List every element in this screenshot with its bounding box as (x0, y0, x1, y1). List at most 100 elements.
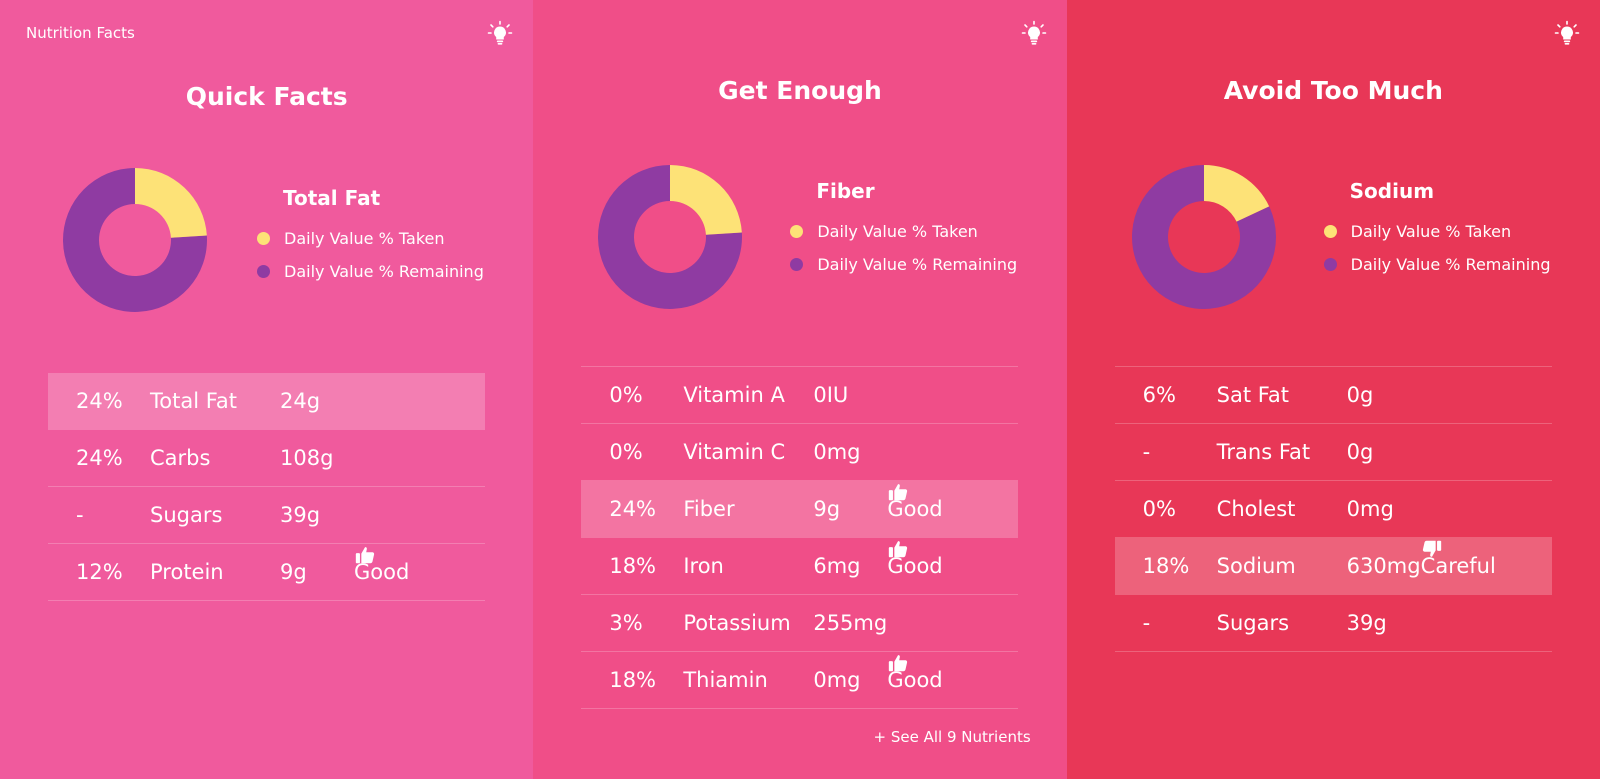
lightbulb-icon[interactable] (487, 20, 513, 46)
table-row[interactable]: 0% Cholest 0mg (1114, 481, 1552, 538)
row-rating-label: Good (887, 668, 943, 692)
row-rating-badge: Good (354, 544, 409, 584)
table-row[interactable]: 18% Sodium 630mg Careful (1114, 538, 1552, 595)
row-daily-value: 24% (76, 446, 123, 470)
nutrient-table: 6% Sat Fat 0g - Trans Fat 0g 0% Cholest 0mg 18% So… (1114, 366, 1552, 652)
panel-get-enough: Get Enough Fiber Daily Value % Taken Dai… (533, 0, 1067, 779)
donut-chart (598, 165, 743, 309)
table-row[interactable]: 3% Potassium 255mg (581, 595, 1019, 652)
row-nutrient-name: Cholest (1216, 497, 1296, 521)
lightbulb-icon[interactable] (1021, 20, 1047, 46)
table-row[interactable]: 0% Vitamin A 0IU (581, 367, 1019, 424)
row-amount: 0mg (813, 668, 861, 692)
table-row[interactable]: 24% Carbs 108g (48, 430, 485, 487)
row-amount: 9g (280, 560, 307, 584)
donut-chart (62, 168, 208, 312)
panel-title: Avoid Too Much (1223, 76, 1443, 105)
legend-taken: Daily Value % Taken (790, 222, 978, 241)
legend-remaining-label: Daily Value % Remaining (1350, 255, 1551, 274)
donut-taken-segment (1203, 165, 1269, 222)
thumbs-up-icon (889, 655, 908, 672)
legend-title: Fiber (816, 179, 875, 203)
table-row[interactable]: - Trans Fat 0g (1114, 424, 1552, 481)
see-all-nutrients-link[interactable]: + See All 9 Nutrients (873, 728, 1031, 746)
row-nutrient-name: Iron (683, 554, 724, 578)
row-nutrient-name: Sodium (1216, 554, 1296, 578)
table-row[interactable]: 24% Total Fat 24g (48, 373, 485, 430)
table-row[interactable]: 18% Thiamin 0mg Good (581, 652, 1019, 709)
row-daily-value: 3% (609, 611, 643, 635)
legend-taken-label: Daily Value % Taken (1350, 222, 1512, 241)
row-daily-value: 18% (609, 668, 657, 692)
row-rating-label: Good (887, 497, 943, 521)
row-daily-value: 0% (609, 383, 643, 407)
donut-remaining-segment (1131, 165, 1276, 309)
row-amount: 0mg (813, 440, 861, 464)
legend-taken-dot (790, 225, 804, 238)
row-amount: 255mg (813, 611, 888, 635)
row-nutrient-name: Trans Fat (1216, 440, 1311, 464)
row-amount: 108g (280, 446, 334, 470)
legend-taken-dot (257, 232, 270, 245)
row-nutrient-name: Sat Fat (1216, 383, 1290, 407)
legend-title: Sodium (1349, 179, 1435, 203)
legend-remaining-label: Daily Value % Remaining (817, 255, 1018, 274)
row-amount: 0IU (813, 383, 849, 407)
legend-taken-label: Daily Value % Taken (284, 229, 445, 248)
lightbulb-icon[interactable] (1554, 20, 1580, 46)
row-nutrient-name: Thiamin (683, 668, 768, 692)
table-row[interactable]: 0% Vitamin C 0mg (581, 424, 1019, 481)
row-amount: 0g (1346, 383, 1374, 407)
table-row[interactable]: 18% Iron 6mg Good (581, 538, 1019, 595)
row-daily-value: 18% (1142, 554, 1190, 578)
row-nutrient-name: Fiber (683, 497, 735, 521)
table-row[interactable]: 12% Protein 9g Good (48, 544, 485, 601)
donut-remaining-segment (62, 168, 208, 312)
row-nutrient-name: Vitamin A (683, 383, 785, 407)
row-amount: 0g (1346, 440, 1374, 464)
row-rating-label: Good (887, 554, 943, 578)
donut-taken-segment (135, 168, 207, 238)
row-daily-value: - (76, 503, 84, 527)
legend-remaining: Daily Value % Remaining (790, 255, 1017, 274)
panel-title: Get Enough (718, 76, 882, 105)
row-daily-value: 18% (609, 554, 657, 578)
row-rating-label: Good (354, 560, 410, 584)
row-daily-value: - (1142, 440, 1151, 464)
donut-taken-segment (670, 165, 743, 235)
table-row[interactable]: - Sugars 39g (1114, 595, 1552, 652)
row-nutrient-name: Carbs (150, 446, 211, 470)
table-row[interactable]: 24% Fiber 9g Good (581, 481, 1019, 538)
donut-remaining-segment (598, 165, 743, 309)
legend-remaining: Daily Value % Remaining (257, 262, 484, 281)
row-amount: 9g (813, 497, 841, 521)
legend-remaining-dot (257, 265, 270, 278)
row-nutrient-name: Protein (150, 560, 224, 584)
row-amount: 39g (1346, 611, 1387, 635)
table-row[interactable]: - Sugars 39g (48, 487, 485, 544)
row-amount: 6mg (813, 554, 861, 578)
nutrient-table: 0% Vitamin A 0IU 0% Vitamin C 0mg 24% Fiber 9g Go… (581, 366, 1019, 709)
row-nutrient-name: Total Fat (150, 389, 237, 413)
row-rating-label: Careful (1420, 554, 1496, 578)
nutrient-table: 24% Total Fat 24g 24% Carbs 108g - Sugars 39g 12%… (48, 373, 485, 601)
row-amount: 39g (280, 503, 321, 527)
row-rating-badge: Good (887, 538, 943, 578)
legend-taken: Daily Value % Taken (257, 229, 445, 248)
table-row[interactable]: 6% Sat Fat 0g (1114, 367, 1552, 424)
app-title: Nutrition Facts (26, 24, 135, 42)
row-nutrient-name: Potassium (683, 611, 791, 635)
row-amount: 24g (280, 389, 321, 413)
panel-quick-facts: Nutrition Facts Quick Facts Total Fat Da… (0, 0, 534, 779)
row-nutrient-name: Sugars (150, 503, 223, 527)
row-nutrient-name: Sugars (1216, 611, 1290, 635)
thumbs-up-icon (889, 541, 908, 558)
panel-title: Quick Facts (185, 82, 348, 111)
row-daily-value: 24% (76, 389, 123, 413)
legend-remaining-dot (790, 258, 804, 271)
legend-taken: Daily Value % Taken (1323, 222, 1512, 241)
row-nutrient-name: Vitamin C (683, 440, 786, 464)
row-daily-value: - (1142, 611, 1151, 635)
row-daily-value: 6% (1142, 383, 1176, 407)
